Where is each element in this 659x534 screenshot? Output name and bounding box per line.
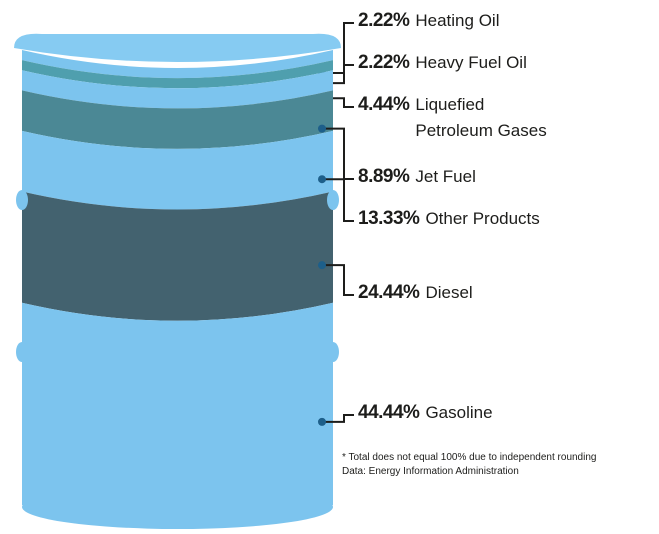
footnote: * Total does not equal 100% due to indep… <box>342 452 596 463</box>
rim-left <box>16 342 28 362</box>
value-label: 2.22% <box>358 52 409 73</box>
category-label: Diesel <box>425 280 472 306</box>
dot <box>318 125 326 133</box>
barrel-lid <box>14 34 341 62</box>
source: Data: Energy Information Administration <box>342 466 519 477</box>
label: 13.33% Other Products <box>358 208 540 232</box>
label: 2.22% Heating Oil <box>358 10 499 34</box>
barrel-band <box>22 192 333 321</box>
barrel-band <box>22 303 333 505</box>
category-label: Gasoline <box>425 400 492 426</box>
rim-right <box>327 342 339 362</box>
dot <box>318 175 326 183</box>
value-label: 2.22% <box>358 10 409 31</box>
rim-left <box>16 190 28 210</box>
category-label: Liquefied Petroleum Gases <box>415 92 555 144</box>
category-label: Heating Oil <box>415 8 499 34</box>
label: 44.44% Gasoline <box>358 402 493 426</box>
value-label: 8.89% <box>358 166 409 187</box>
label: 24.44% Diesel <box>358 282 473 306</box>
dot <box>318 418 326 426</box>
label: 8.89% Jet Fuel <box>358 166 476 190</box>
category-label: Jet Fuel <box>415 164 475 190</box>
value-label: 4.44% <box>358 94 409 115</box>
category-label: Heavy Fuel Oil <box>415 50 526 76</box>
category-label: Other Products <box>425 206 539 232</box>
value-label: 44.44% <box>358 402 419 423</box>
label: 4.44% Liquefied Petroleum Gases <box>358 94 555 144</box>
value-label: 13.33% <box>358 208 419 229</box>
dot <box>318 261 326 269</box>
rim-right <box>327 190 339 210</box>
label: 2.22% Heavy Fuel Oil <box>358 52 527 76</box>
value-label: 24.44% <box>358 282 419 303</box>
page: * Total does not equal 100% due to indep… <box>0 0 659 534</box>
